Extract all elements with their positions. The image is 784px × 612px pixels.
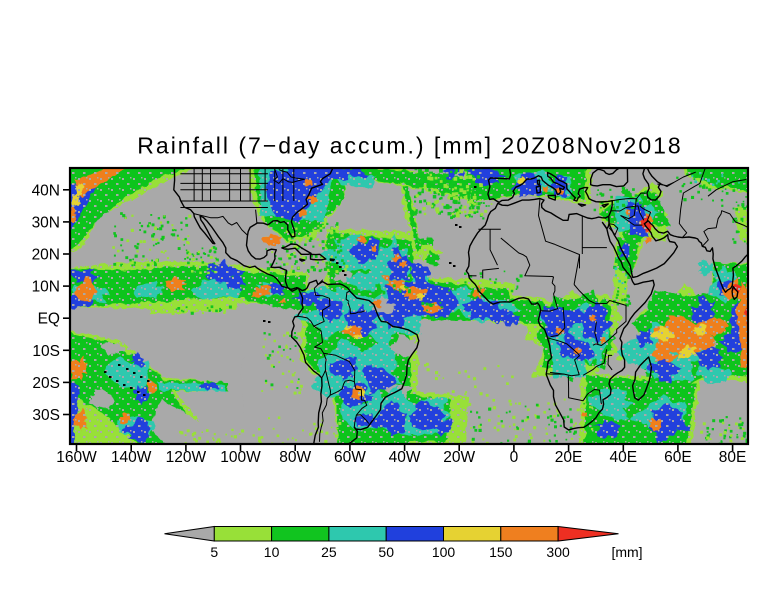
svg-text:40W: 40W <box>389 449 421 466</box>
svg-text:20S: 20S <box>32 375 60 392</box>
svg-text:20W: 20W <box>443 449 475 466</box>
svg-text:60E: 60E <box>664 449 692 466</box>
svg-text:300: 300 <box>546 544 570 560</box>
svg-text:[mm]: [mm] <box>611 544 642 560</box>
svg-text:160W: 160W <box>56 449 97 466</box>
svg-text:30N: 30N <box>32 214 60 231</box>
svg-text:20N: 20N <box>32 247 60 264</box>
svg-text:80E: 80E <box>719 449 747 466</box>
svg-text:20E: 20E <box>555 449 583 466</box>
svg-text:100: 100 <box>432 544 456 560</box>
svg-text:Rainfall (7−day accum.) [mm] 2: Rainfall (7−day accum.) [mm] 20Z08Nov201… <box>137 133 682 159</box>
svg-text:80W: 80W <box>279 449 311 466</box>
svg-text:120W: 120W <box>166 449 207 466</box>
svg-text:5: 5 <box>210 544 218 560</box>
svg-text:EQ: EQ <box>38 311 60 328</box>
svg-text:25: 25 <box>321 544 337 560</box>
svg-text:60W: 60W <box>334 449 366 466</box>
svg-text:50: 50 <box>378 544 394 560</box>
svg-text:100W: 100W <box>220 449 261 466</box>
svg-text:140W: 140W <box>111 449 152 466</box>
svg-text:30S: 30S <box>32 407 60 424</box>
svg-text:10S: 10S <box>32 343 60 360</box>
svg-text:40E: 40E <box>610 449 638 466</box>
svg-text:0: 0 <box>510 449 519 466</box>
svg-text:10: 10 <box>264 544 280 560</box>
svg-text:10N: 10N <box>32 279 60 296</box>
svg-text:40N: 40N <box>32 182 60 199</box>
svg-text:150: 150 <box>489 544 513 560</box>
